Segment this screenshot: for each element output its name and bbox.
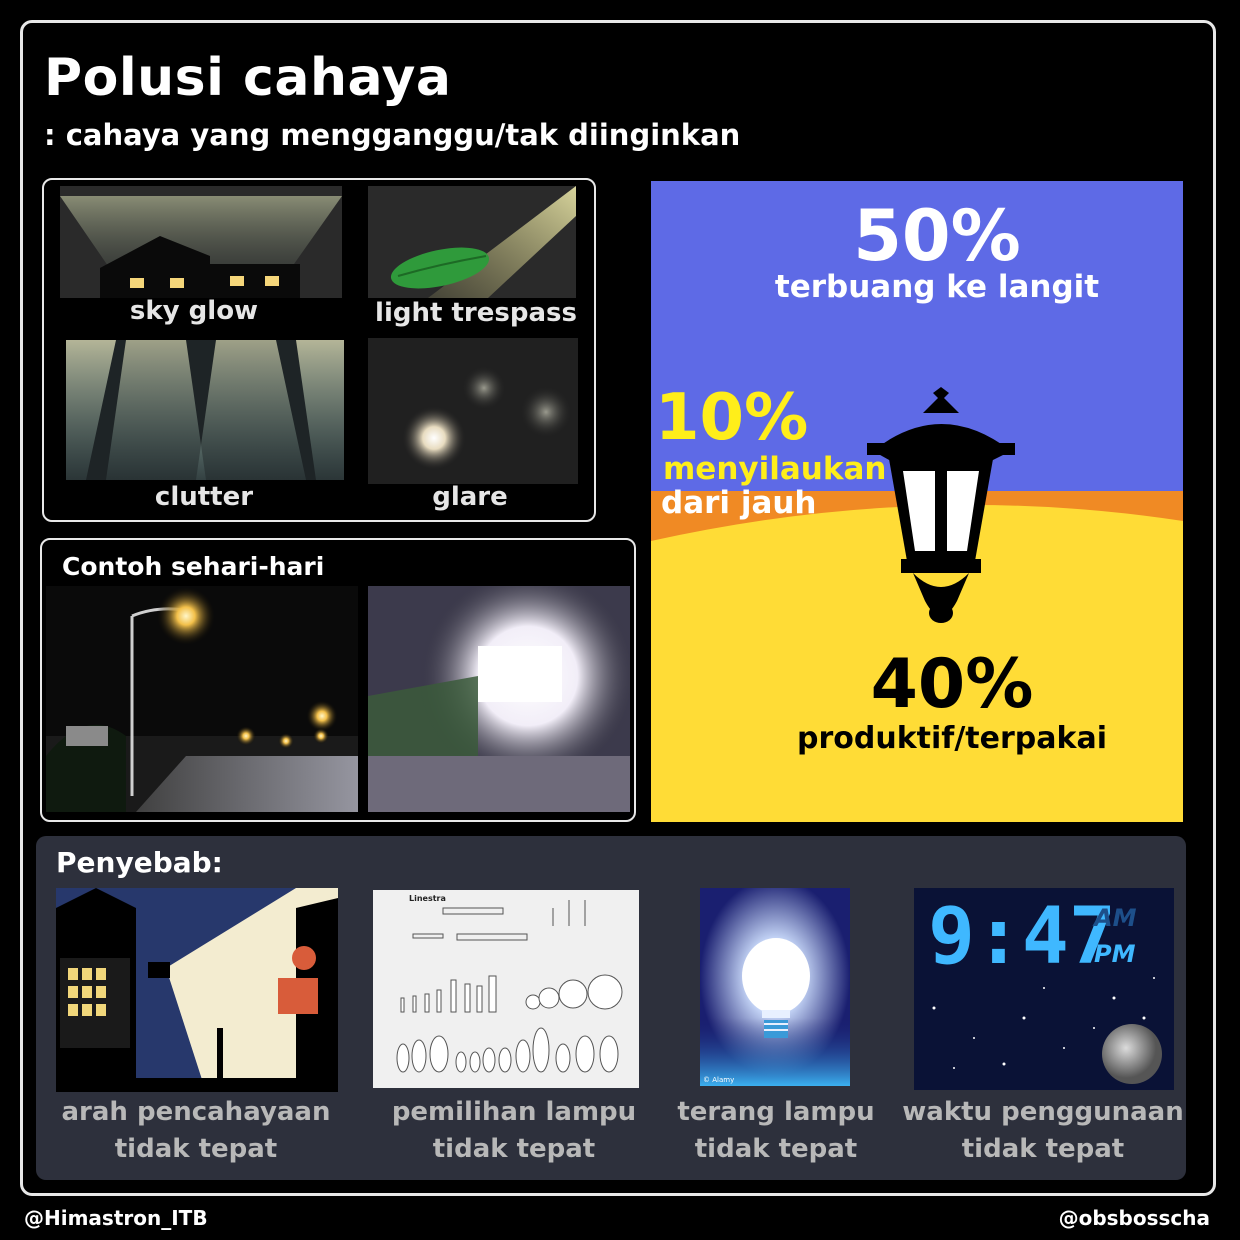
cause-label-line: tidak tepat <box>114 1134 278 1164</box>
causes-title: Penyebab: <box>56 846 223 879</box>
clock-pm: PM <box>1094 940 1136 968</box>
footer-right-handle: @obsbosscha <box>1058 1206 1210 1230</box>
lamp-types-chart: Linestra <box>373 890 639 1088</box>
ground-label: produktif/terpakai <box>797 721 1107 756</box>
street-lights-photo <box>46 586 358 812</box>
light-pollution-types: sky glow light trespass <box>42 178 596 522</box>
type-label-glare: glare <box>432 482 508 512</box>
lamp-chart-title: Linestra <box>409 894 446 903</box>
sky-label: terbuang ke langit <box>774 269 1100 305</box>
type-label-light-trespass: light trespass <box>375 298 577 328</box>
clock-am: AM <box>1094 904 1137 932</box>
cause-label-lamp-choice: pemilihan lampu tidak tepat <box>364 1094 664 1168</box>
cause-label-line: terang lampu <box>677 1097 875 1127</box>
cause-label-time: waktu penggunaan tidak tepat <box>898 1094 1188 1168</box>
lamp-distribution-background <box>651 181 1183 822</box>
cause-label-brightness: terang lampu tidak tepat <box>646 1094 906 1168</box>
sky-percent: 50% <box>853 195 1021 277</box>
page-subtitle: : cahaya yang mengganggu/tak diinginkan <box>44 118 741 152</box>
lamp-light-distribution-panel: 50% terbuang ke langit 10% menyilaukan d… <box>651 181 1183 822</box>
clock-time: 9:47 <box>928 892 1116 982</box>
street-lamp-icon <box>867 387 1015 623</box>
cause-label-direction: arah pencahayaan tidak tepat <box>46 1094 346 1168</box>
glare-label-line2: dari jauh <box>661 485 817 521</box>
billboard-glare-photo <box>368 586 630 812</box>
sky-glow-illustration <box>60 186 342 298</box>
cause-label-line: tidak tepat <box>432 1134 596 1164</box>
glare-percent: 10% <box>655 381 809 455</box>
night-clock-photo: 9:47 AM PM <box>914 888 1174 1090</box>
clutter-illustration <box>66 340 344 480</box>
light-trespass-illustration <box>368 186 576 298</box>
cause-label-line: pemilihan lampu <box>391 1097 637 1127</box>
footer-left-handle: @Himastron_ITB <box>24 1206 208 1230</box>
bright-bulb-photo: © Alamy <box>700 888 850 1086</box>
cause-label-line: tidak tepat <box>694 1134 858 1164</box>
examples-title: Contoh sehari-hari <box>62 552 325 581</box>
ground-percent: 40% <box>870 645 1034 724</box>
glare-label-line1: menyilaukan <box>663 451 887 487</box>
page-title: Polusi cahaya <box>44 48 452 108</box>
glare-illustration <box>368 338 578 484</box>
cause-label-line: arah pencahayaan <box>61 1097 331 1127</box>
lighting-direction-illustration <box>56 888 338 1092</box>
cause-label-line: tidak tepat <box>961 1134 1125 1164</box>
causes-panel: Penyebab: Linestra <box>36 836 1186 1180</box>
type-label-clutter: clutter <box>154 482 254 512</box>
outer-frame <box>20 20 1216 1196</box>
cause-label-line: waktu penggunaan <box>902 1097 1184 1127</box>
photo-credit: © Alamy <box>703 1076 735 1084</box>
type-label-sky-glow: sky glow <box>129 296 259 326</box>
daily-examples-box: Contoh sehari-hari <box>40 538 636 822</box>
